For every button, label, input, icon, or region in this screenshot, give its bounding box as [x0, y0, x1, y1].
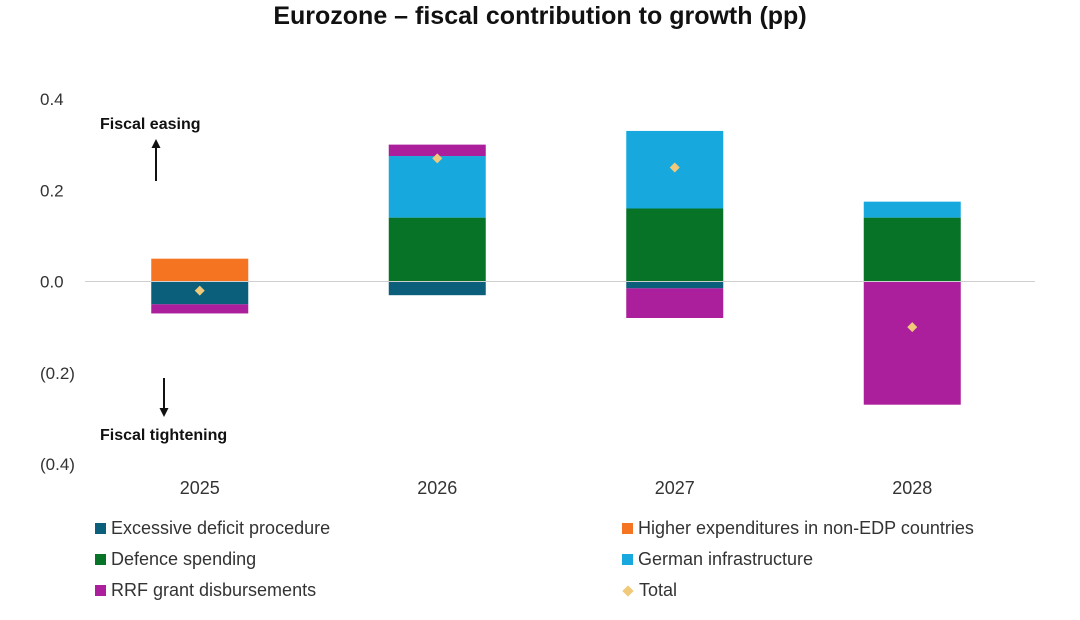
bar-segment-2026-series-4: [388, 144, 486, 157]
down-arrow-icon: [159, 378, 169, 417]
x-tick-label-2027: 2027: [655, 478, 695, 498]
bar-segment-2028-series-2: [863, 217, 961, 282]
bar-segment-2028-series-3: [863, 201, 961, 218]
x-tick-label-2026: 2026: [417, 478, 457, 498]
bar-segment-2027-series-0: [626, 281, 724, 289]
chart-title: Eurozone – fiscal contribution to growth…: [273, 2, 807, 30]
bar-segment-2025-series-4: [151, 304, 249, 314]
total-marker-2025: [194, 285, 205, 296]
bar-segment-2027-series-2: [626, 208, 724, 282]
fiscal-tightening-label: Fiscal tightening: [100, 427, 227, 444]
total-marker-2028: [907, 322, 918, 333]
x-tick-label-2028: 2028: [892, 478, 932, 498]
y-tick-label: 0.4: [40, 90, 64, 109]
bar-segment-2026-series-2: [388, 217, 486, 282]
total-marker-2027: [669, 162, 680, 173]
y-tick-label: 0.0: [40, 273, 64, 292]
bar-segment-2028-series-4: [863, 281, 961, 405]
x-tick-label-2025: 2025: [180, 478, 220, 498]
y-tick-label: (0.4): [40, 455, 75, 474]
bar-segment-2026-series-0: [388, 281, 486, 296]
bar-segment-2027-series-4: [626, 288, 724, 318]
up-arrow-icon: [151, 139, 161, 181]
y-tick-label: 0.2: [40, 181, 64, 200]
fiscal-easing-label: Fiscal easing: [100, 116, 201, 133]
bar-segment-2026-series-3: [388, 156, 486, 218]
y-tick-label: (0.2): [40, 364, 75, 383]
bar-segment-2025-series-1: [151, 258, 249, 282]
total-marker-2026: [432, 153, 443, 164]
